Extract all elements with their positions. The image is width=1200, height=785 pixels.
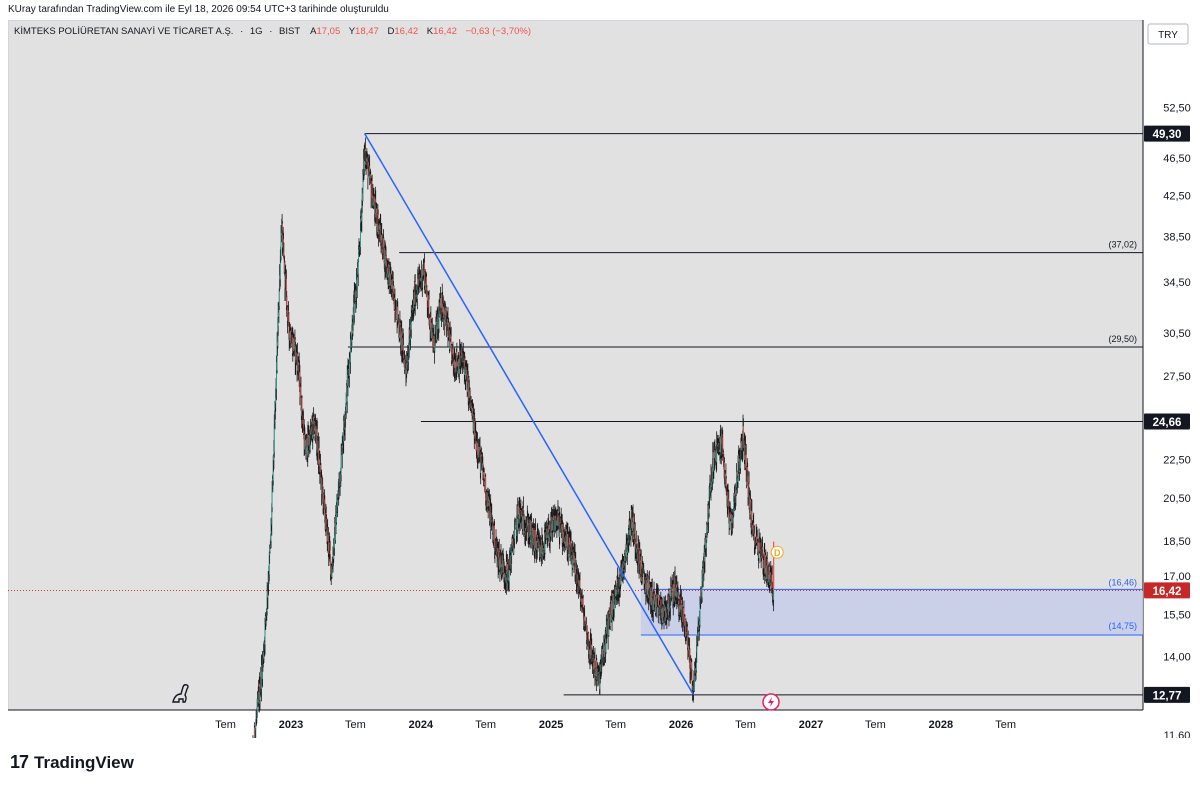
- candle: [729, 502, 731, 522]
- last-price-tag[interactable]: 16,42: [1144, 582, 1190, 599]
- x-tick-label: Tem: [865, 719, 886, 731]
- symbol-interval: 1G: [250, 26, 263, 37]
- candle: [707, 526, 708, 536]
- y-tick-label: 46,50: [1163, 153, 1191, 165]
- candle: [278, 288, 280, 310]
- candle: [256, 698, 258, 718]
- svg-text:12,77: 12,77: [1153, 690, 1182, 702]
- symbol-info-bar: KİMTEKS POLİÜRETAN SANAYİ VE TİCARET A.Ş…: [14, 26, 531, 37]
- x-tick-label: Tem: [345, 719, 366, 731]
- change-value: −0,63 (−3,70%): [466, 26, 532, 37]
- candle: [570, 531, 572, 565]
- low-label: D: [387, 26, 394, 37]
- x-tick-label: Tem: [995, 719, 1016, 731]
- candle: [727, 483, 729, 510]
- svg-text:49,30: 49,30: [1153, 129, 1182, 141]
- candle: [357, 258, 359, 287]
- candle: [346, 365, 348, 414]
- y-tick-label: 42,50: [1163, 190, 1191, 202]
- candle: [657, 587, 659, 624]
- candle: [625, 533, 627, 562]
- close-value: 16,42: [433, 26, 457, 37]
- level-label: (29,50): [1108, 334, 1137, 344]
- zone-bottom-label: (14,75): [1108, 621, 1137, 631]
- high-value: 18,47: [355, 26, 379, 37]
- candle: [432, 344, 434, 353]
- event-bolt-icon[interactable]: [762, 693, 780, 711]
- y-tick-label: 22,50: [1163, 455, 1191, 467]
- y-tick-label: 30,50: [1163, 328, 1191, 340]
- x-tick-label: 2025: [539, 719, 563, 731]
- open-value: 17,05: [316, 26, 340, 37]
- candle: [674, 566, 676, 606]
- low-value: 16,42: [394, 26, 418, 37]
- candle: [667, 593, 669, 604]
- price-chart[interactable]: KİMTEKS POLİÜRETAN SANAYİ VE TİCARET A.Ş…: [8, 20, 1192, 738]
- x-tick-label: 2023: [279, 719, 303, 731]
- high-label: Y: [349, 26, 356, 37]
- level-label: (37,02): [1108, 240, 1137, 250]
- support-zone[interactable]: [640, 589, 1143, 635]
- x-tick-label: 2028: [929, 719, 953, 731]
- x-tick-label: Tem: [605, 719, 626, 731]
- y-tick-label: 14,00: [1163, 652, 1191, 664]
- svg-text:16,42: 16,42: [1153, 586, 1182, 598]
- y-tick-label: 20,50: [1163, 493, 1191, 505]
- currency-label: TRY: [1158, 30, 1178, 41]
- tradingview-brand: TradingView: [34, 752, 134, 772]
- candle: [277, 302, 279, 336]
- level-price-tag[interactable]: 12,77: [1144, 686, 1190, 703]
- open-label: A: [310, 26, 317, 37]
- symbol-exchange: BIST: [279, 26, 300, 37]
- candle: [383, 237, 385, 263]
- tradingview-logo[interactable]: 17 TradingView: [10, 752, 134, 773]
- y-tick-label: 18,50: [1163, 536, 1191, 548]
- candle: [427, 300, 429, 319]
- candle: [415, 284, 417, 303]
- level-price-tag[interactable]: 49,30: [1144, 125, 1190, 142]
- y-tick-label: 52,50: [1163, 102, 1191, 114]
- dino-icon: [172, 684, 189, 703]
- candle: [293, 333, 295, 357]
- x-tick-label: 2026: [669, 719, 693, 731]
- close-label: K: [427, 26, 434, 37]
- candle: [712, 446, 714, 484]
- time-axis-panel[interactable]: [8, 710, 1192, 738]
- candle: [518, 497, 520, 534]
- chart-author-caption: KUray tarafından TradingView.com ile Eyl…: [8, 4, 389, 15]
- tradingview-mark-icon: 17: [10, 752, 29, 772]
- y-tick-label: 38,50: [1163, 231, 1191, 243]
- svg-text:24,66: 24,66: [1153, 417, 1182, 429]
- x-tick-label: 2027: [799, 719, 823, 731]
- candle: [714, 439, 716, 469]
- dividend-marker[interactable]: D: [770, 545, 784, 559]
- price-axis-panel[interactable]: [1143, 20, 1192, 710]
- candle: [252, 735, 254, 738]
- x-tick-label: 2024: [409, 719, 434, 731]
- candle: [722, 430, 724, 461]
- svg-text:D: D: [774, 548, 781, 558]
- candle: [454, 347, 456, 382]
- candle: [437, 310, 439, 338]
- symbol-name: KİMTEKS POLİÜRETAN SANAYİ VE TİCARET A.Ş…: [14, 26, 233, 37]
- y-tick-label: 17,00: [1163, 571, 1191, 583]
- level-price-tag[interactable]: 24,66: [1144, 413, 1190, 430]
- svg-text:KİMTEKS POLİÜRETAN SANAYİ VE T: KİMTEKS POLİÜRETAN SANAYİ VE TİCARET A.Ş…: [14, 26, 531, 37]
- candle: [369, 155, 371, 186]
- x-tick-label: Tem: [735, 719, 756, 731]
- descending-trendline[interactable]: [364, 133, 695, 696]
- y-tick-label: 11,60: [1164, 730, 1191, 738]
- y-tick-label: 34,50: [1163, 277, 1191, 289]
- x-tick-label: Tem: [215, 719, 236, 731]
- candle: [299, 364, 301, 406]
- y-tick-label: 15,50: [1163, 609, 1191, 621]
- y-tick-label: 27,50: [1163, 371, 1191, 383]
- zone-top-label: (16,46): [1108, 577, 1137, 587]
- x-tick-label: Tem: [475, 719, 496, 731]
- candle: [716, 431, 718, 471]
- candle: [254, 725, 256, 738]
- candle: [614, 585, 616, 609]
- currency-selector[interactable]: TRY: [1147, 23, 1189, 45]
